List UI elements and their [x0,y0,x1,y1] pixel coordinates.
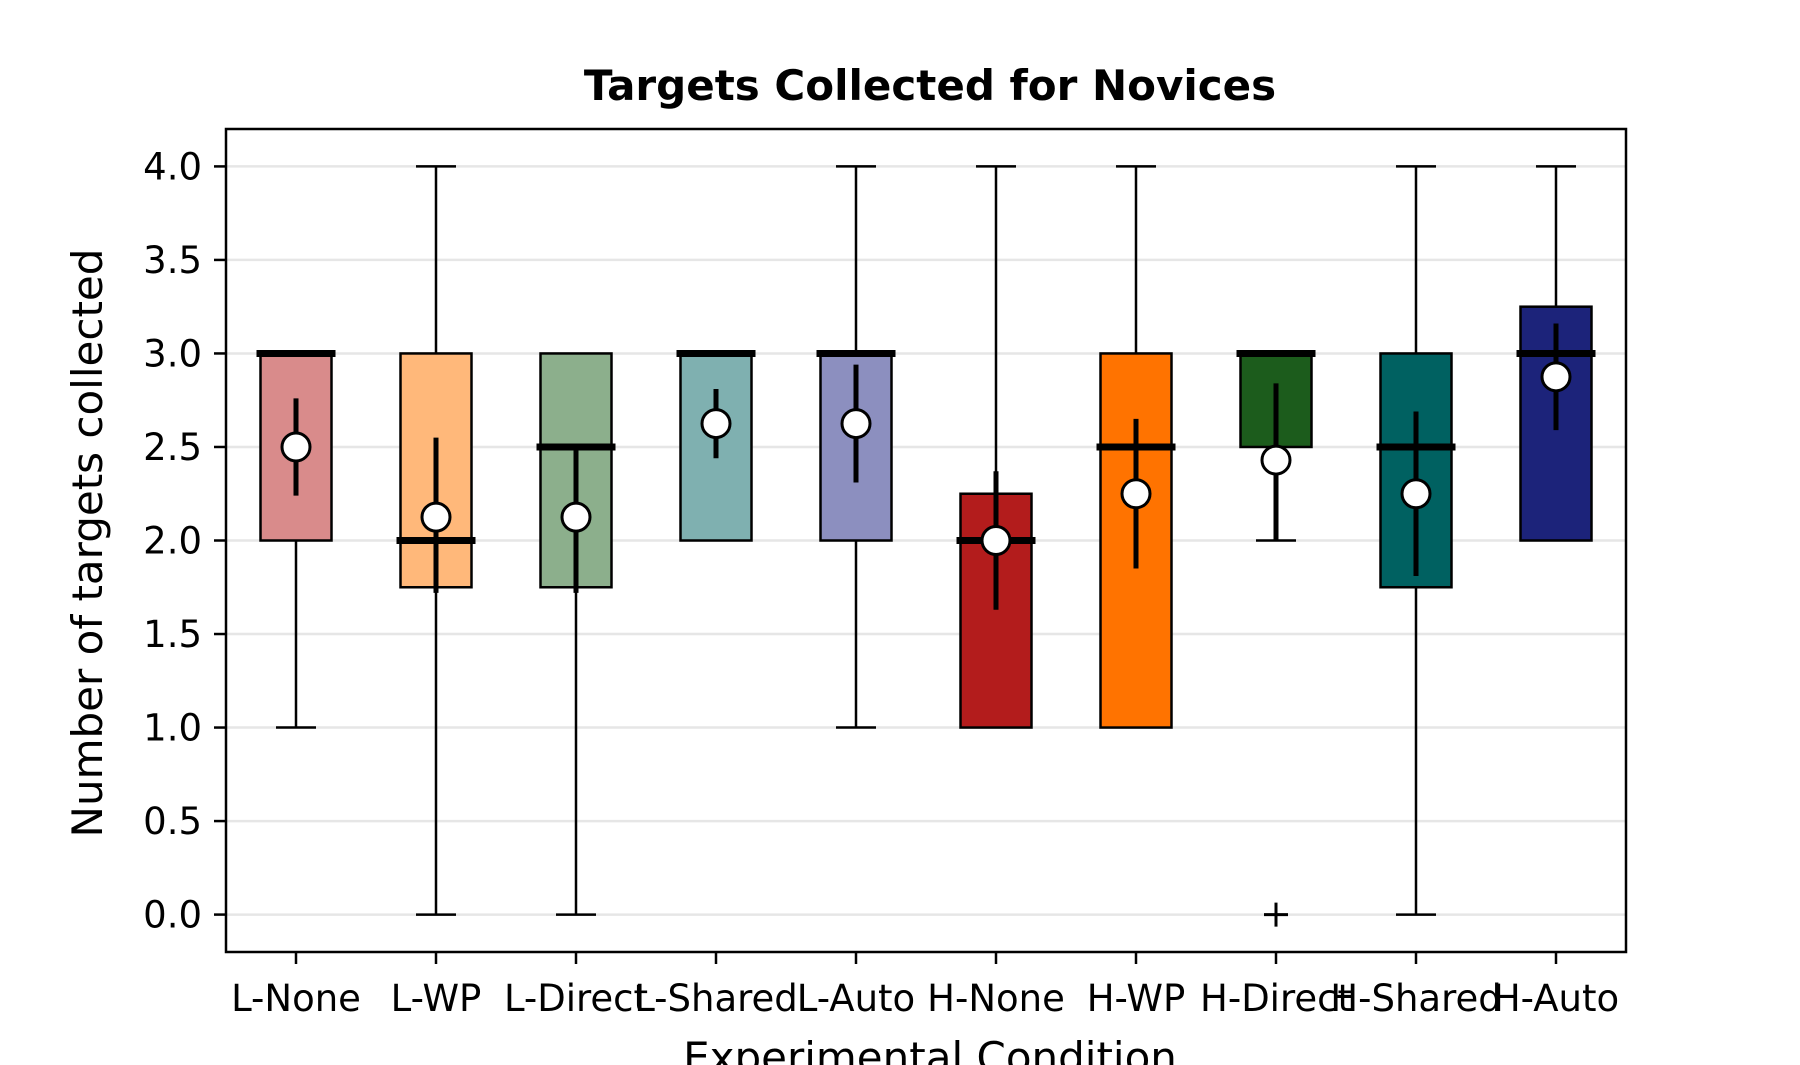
mean-marker [1120,478,1152,510]
x-tick-label: L-WP [391,977,482,1020]
x-tick-label: H-Direct [1200,977,1352,1020]
y-tick-label: 0.5 [143,800,202,843]
mean-marker [700,408,732,440]
chart-title: Targets Collected for Novices [584,61,1276,110]
mean-marker [420,501,452,533]
mean-marker [1540,361,1572,393]
y-tick-label: 3.0 [143,332,202,375]
mean-marker [280,431,312,463]
x-tick-label: L-Shared [634,977,798,1020]
x-tick-label: L-Auto [797,977,915,1020]
y-tick-label: 4.0 [143,145,202,188]
y-tick-label: 1.5 [143,613,202,656]
x-tick-label: L-None [231,977,361,1020]
mean-marker [1400,478,1432,510]
x-tick-label: L-Direct [504,977,648,1020]
y-axis-label: Number of targets collected [63,249,112,838]
x-tick-label: H-None [927,977,1065,1020]
mean-marker [980,525,1012,556]
y-tick-label: 2.5 [143,426,202,469]
x-axis-label: Experimental Condition [683,1033,1177,1065]
mean-marker [560,501,592,533]
x-tick-label: H-Shared [1330,977,1501,1020]
mean-marker [840,408,872,440]
plot-area: 0.0 0.5 1.0 1.5 2.0 2.5 3.0 3.5 4.0 L-None L-WP L-D… [143,127,1628,1020]
x-tick-label: H-Auto [1493,977,1619,1020]
outlier-marker [1264,902,1288,927]
mean-marker [1260,444,1292,476]
y-tick-label: 1.0 [143,707,202,750]
x-tick-label: H-WP [1087,977,1186,1020]
y-tick-label: 0.0 [143,894,202,937]
y-tick-label: 3.5 [143,239,202,282]
y-tick-label: 2.0 [143,520,202,563]
